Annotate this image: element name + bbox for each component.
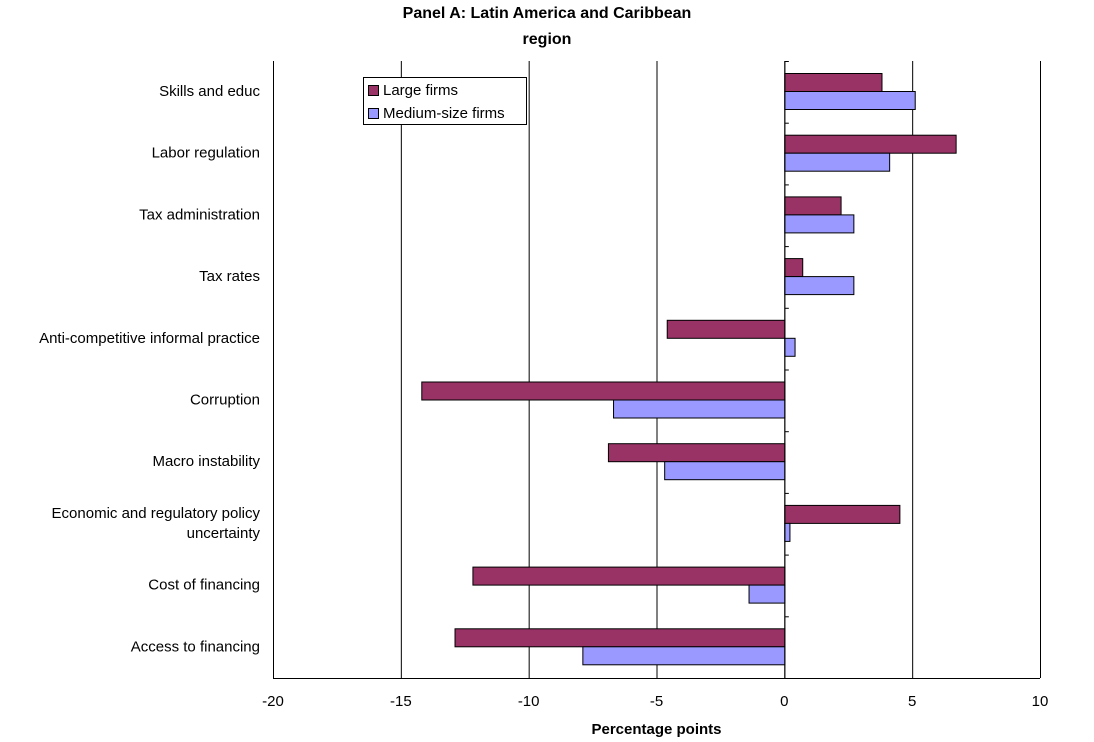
- category-label: Tax administration: [139, 206, 260, 223]
- bar-large-firms: [784, 196, 842, 216]
- legend-swatch-large-firms: [368, 84, 379, 96]
- category-label: Cost of financing: [148, 577, 260, 594]
- legend-item-medium-firms: Medium-size firms: [368, 103, 505, 123]
- category-label: Labor regulation: [152, 145, 260, 162]
- bar-medium-firms: [784, 91, 916, 110]
- x-tick-label: -5: [650, 693, 663, 710]
- category-label: Corruption: [190, 392, 260, 409]
- category-label: Anti-competitive informal practice: [39, 330, 260, 347]
- bar-large-firms: [784, 504, 901, 524]
- category-label: uncertainty: [187, 525, 261, 542]
- x-tick-label: -20: [262, 693, 284, 710]
- bar-medium-firms: [582, 646, 786, 666]
- category-label: Tax rates: [199, 268, 260, 285]
- legend-label-large-firms: Large firms: [383, 81, 459, 99]
- bar-large-firms: [454, 628, 786, 648]
- x-tick-label: -15: [390, 693, 412, 710]
- bar-medium-firms: [784, 152, 891, 172]
- bar-large-firms: [421, 381, 786, 401]
- bar-large-firms: [784, 134, 957, 154]
- bar-medium-firms: [784, 276, 855, 296]
- bar-large-firms: [607, 443, 786, 463]
- category-label: Macro instability: [152, 453, 260, 470]
- bar-large-firms: [472, 566, 786, 586]
- bar-medium-firms: [664, 461, 786, 481]
- chart-title-line-1: Panel A: Latin America and Caribbean: [402, 5, 692, 22]
- bar-large-firms: [666, 319, 786, 339]
- bar-medium-firms: [784, 214, 855, 234]
- bar-medium-firms: [613, 399, 786, 419]
- bar-large-firms: [784, 73, 883, 92]
- x-tick-label: 0: [780, 693, 788, 710]
- legend-swatch-medium-firms: [368, 107, 379, 119]
- bar-medium-firms: [784, 522, 791, 542]
- x-tick-label: 10: [1032, 693, 1049, 710]
- category-label: Economic and regulatory policy: [52, 505, 261, 522]
- chart-title-line-2: region: [522, 31, 572, 48]
- legend-item-large-firms: Large firms: [368, 80, 458, 100]
- legend-label-medium-firms: Medium-size firms: [383, 104, 505, 122]
- x-tick-label: -10: [518, 693, 540, 710]
- x-tick-label: 5: [908, 693, 916, 710]
- category-label: Skills and educ: [159, 83, 260, 100]
- bar-medium-firms: [748, 584, 786, 604]
- bar-medium-firms: [784, 337, 796, 357]
- x-axis-title: Percentage points: [591, 721, 721, 738]
- category-label: Access to financing: [131, 638, 260, 655]
- bar-large-firms: [784, 258, 804, 278]
- legend: Large firms Medium-size firms: [363, 77, 527, 125]
